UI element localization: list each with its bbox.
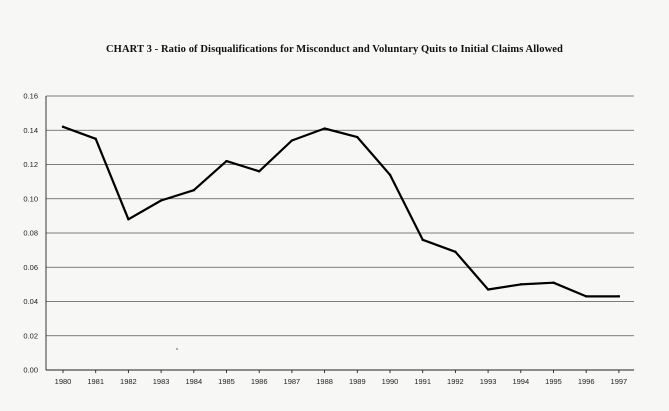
y-tick-label: 0.14 [23,126,38,135]
x-tick-label: 1992 [447,377,464,386]
series-line [63,127,619,297]
data-point [323,127,325,129]
y-tick-label: 0.12 [23,160,38,169]
x-tick-label: 1985 [218,377,235,386]
data-point [258,170,260,172]
y-tick-label: 0.08 [23,229,38,238]
data-point [62,126,64,128]
x-tick-label: 1988 [316,377,333,386]
x-tick-labels: 1980 1981 1982 1983 1984 1985 1986 1987 1988 1989… [55,377,628,386]
data-point [618,295,620,297]
x-tick-label: 1994 [512,377,529,386]
y-tick-labels: 0.00 0.02 0.04 0.06 0.08 0.10 0.12 0.14 0.16 [23,92,38,375]
x-tick-label: 1983 [153,377,170,386]
data-point [127,218,129,220]
x-tick-label: 1987 [284,377,301,386]
data-point [160,199,162,201]
y-tick-label: 0.04 [23,297,38,306]
data-point [356,136,358,138]
data-point [552,281,554,283]
x-tick-label: 1991 [414,377,431,386]
series [62,126,620,298]
scan-speck [176,348,178,350]
x-tick-label: 1996 [578,377,595,386]
x-tick-label: 1986 [251,377,268,386]
data-point [193,189,195,191]
data-point [585,295,587,297]
line-chart: 0.00 0.02 0.04 0.06 0.08 0.10 0.12 0.14 0.16 198… [0,0,669,411]
y-tick-label: 0.00 [23,366,38,375]
y-tick-label: 0.06 [23,263,38,272]
x-tick-label: 1990 [382,377,399,386]
data-point [487,288,489,290]
y-tick-label: 0.16 [23,92,38,101]
x-tick-label: 1993 [480,377,497,386]
x-tick-label: 1995 [545,377,562,386]
data-point [520,283,522,285]
data-point [389,174,391,176]
x-tick-label: 1984 [185,377,202,386]
x-tick-label: 1982 [120,377,137,386]
data-point [454,251,456,253]
y-tick-label: 0.02 [23,331,38,340]
x-tick-label: 1981 [87,377,104,386]
x-tick-label: 1980 [55,377,72,386]
data-point [422,239,424,241]
y-tick-label: 0.10 [23,194,38,203]
x-tick-label: 1989 [349,377,366,386]
x-tick-label: 1997 [611,377,628,386]
data-point [225,160,227,162]
axes [46,96,634,373]
data-point [291,139,293,141]
data-point [95,138,97,140]
